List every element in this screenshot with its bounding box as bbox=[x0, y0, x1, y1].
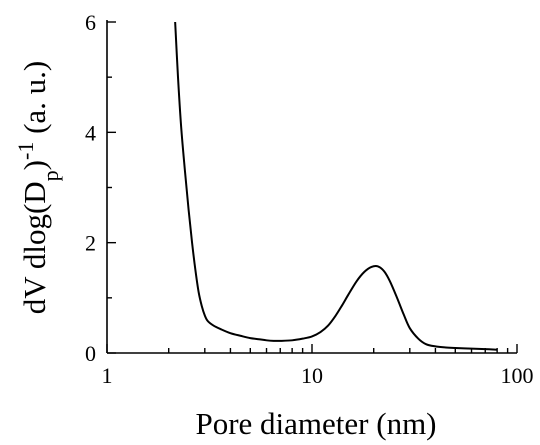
y-axis-title-superscript: -1 bbox=[13, 142, 38, 160]
plot-series bbox=[174, 21, 498, 351]
y-tick-label: 4 bbox=[85, 120, 96, 145]
x-tick-label: 1 bbox=[102, 363, 113, 388]
y-axis-title-unit: (a. u.) bbox=[17, 61, 52, 142]
series-line bbox=[174, 21, 498, 351]
y-axis-title-subscript: p bbox=[38, 170, 63, 181]
y-axis-title: dV dlog(Dp)-1 (a. u.) bbox=[13, 61, 63, 314]
x-ticks: 1 10 100 bbox=[102, 344, 534, 388]
y-axis-title-close: ) bbox=[17, 160, 52, 170]
y-ticks: 0 2 4 6 bbox=[85, 10, 116, 366]
y-axis-title-main: dV dlog(D bbox=[17, 181, 52, 314]
axes bbox=[106, 20, 517, 354]
x-axis-title: Pore diameter (nm) bbox=[195, 406, 436, 441]
y-tick-label: 2 bbox=[85, 231, 96, 256]
x-tick-label: 10 bbox=[301, 363, 323, 388]
y-tick-label: 6 bbox=[85, 10, 96, 35]
y-tick-label: 0 bbox=[85, 341, 96, 366]
x-tick-label: 100 bbox=[501, 363, 534, 388]
